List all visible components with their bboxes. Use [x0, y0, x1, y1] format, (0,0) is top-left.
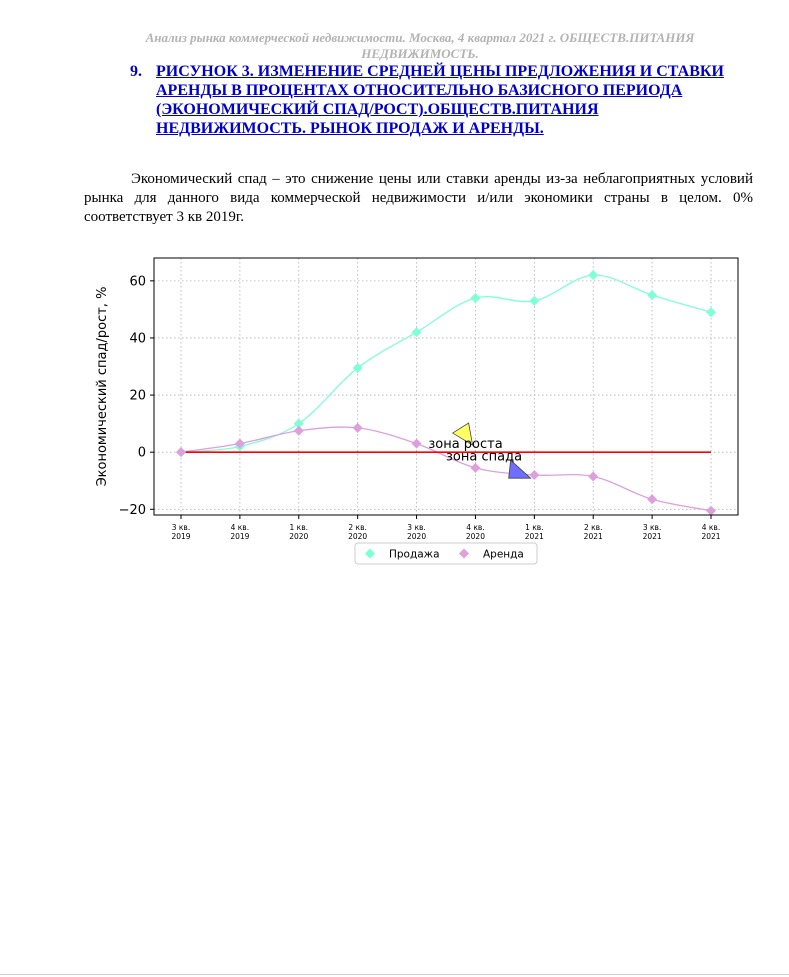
y-tick-label: −20 — [119, 503, 146, 518]
data-point-1-8 — [647, 494, 658, 505]
x-tick-label: 4 кв. — [231, 523, 250, 532]
y-tick-label: 20 — [129, 389, 146, 404]
data-point-0-8 — [647, 290, 658, 301]
plot-area — [154, 258, 738, 515]
legend-marker-1 — [459, 548, 469, 559]
x-tick-label: 3 кв. — [172, 523, 191, 532]
data-point-1-5 — [470, 462, 481, 473]
data-point-1-1 — [234, 438, 245, 449]
data-point-0-3 — [352, 362, 363, 373]
x-tick-label: 3 кв. — [407, 523, 426, 532]
data-point-1-9 — [706, 505, 716, 516]
x-tick-label-year: 2021 — [701, 532, 720, 541]
data-point-1-0 — [176, 447, 186, 458]
legend-label-1: Аренда — [483, 549, 524, 561]
running-header: Анализ рынка коммерческой недвижимости. … — [110, 30, 730, 62]
heading-title-link[interactable]: РИСУНОК 3. ИЗМЕНЕНИЕ СРЕДНЕЙ ЦЕНЫ ПРЕДЛО… — [156, 63, 724, 137]
data-point-0-5 — [470, 292, 481, 303]
data-point-1-3 — [352, 422, 363, 433]
x-tick-label: 2 кв. — [584, 523, 603, 532]
legend-marker-0 — [365, 548, 375, 559]
data-point-1-4 — [411, 438, 422, 449]
data-point-0-7 — [588, 270, 599, 281]
annotation-label-1: зона спада — [446, 450, 522, 465]
x-tick-label-year: 2020 — [289, 532, 308, 541]
x-tick-label-year: 2021 — [643, 532, 662, 541]
x-tick-label-year: 2019 — [230, 532, 249, 541]
x-tick-label: 4 кв. — [702, 523, 721, 532]
heading-number: 9. — [130, 63, 142, 80]
x-tick-label-year: 2020 — [466, 532, 485, 541]
y-tick-label: 40 — [129, 331, 146, 346]
series-line-1 — [180, 426, 712, 512]
header-line-2: НЕДВИЖИМОСТЬ. — [361, 46, 479, 61]
x-tick-label-year: 2019 — [171, 532, 190, 541]
annotation-arrow-0 — [451, 422, 474, 446]
data-point-1-2 — [293, 425, 304, 436]
data-point-1-7 — [588, 471, 599, 482]
x-tick-label: 2 кв. — [348, 523, 367, 532]
plot-frame — [153, 257, 739, 516]
header-line-1: Анализ рынка коммерческой недвижимости. … — [145, 30, 695, 45]
y-tick-label: 0 — [138, 446, 146, 461]
body-paragraph: Экономический спад – это снижение цены и… — [84, 171, 753, 225]
x-tick-label: 4 кв. — [466, 523, 485, 532]
legend-label-0: Продажа — [389, 549, 440, 561]
data-point-0-2 — [293, 418, 304, 429]
annotation-arrow-1 — [508, 459, 532, 479]
data-point-1-6 — [529, 470, 540, 481]
x-tick-label-year: 2020 — [348, 532, 367, 541]
legend-box — [354, 542, 538, 565]
series-line-0 — [180, 274, 712, 453]
data-point-0-4 — [411, 327, 422, 338]
data-point-0-6 — [529, 295, 540, 306]
y-axis-label: Экономический спад/рост, % — [95, 287, 110, 487]
x-tick-label: 1 кв. — [290, 523, 309, 532]
x-tick-label: 1 кв. — [525, 523, 544, 532]
annotation-label-0: зона роста — [428, 437, 502, 452]
x-tick-label: 3 кв. — [643, 523, 662, 532]
page-bottom-rule — [0, 974, 789, 975]
x-tick-label-year: 2021 — [525, 532, 544, 541]
x-tick-label-year: 2020 — [407, 532, 426, 541]
x-tick-label-year: 2021 — [584, 532, 603, 541]
data-point-0-9 — [706, 307, 716, 318]
y-tick-label: 60 — [129, 274, 146, 289]
